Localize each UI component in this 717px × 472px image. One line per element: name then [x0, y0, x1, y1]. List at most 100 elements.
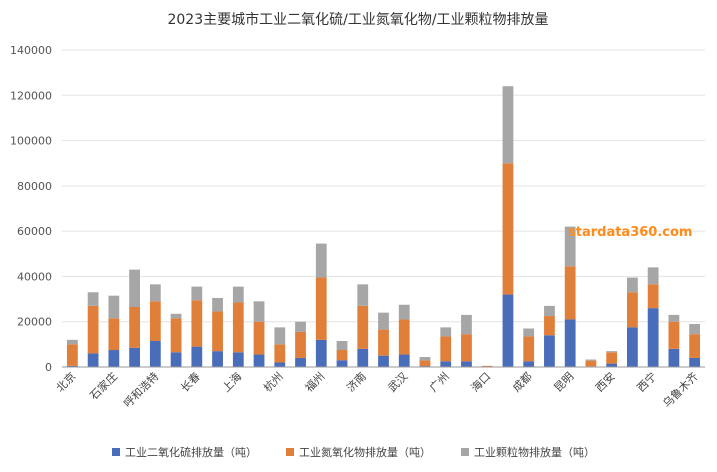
legend-item: 工业颗粒物排放量（吨）	[461, 445, 595, 459]
bar-segment-series-1	[440, 361, 452, 367]
bar-segment-series-3	[66, 339, 78, 345]
legend-item: 工业氮氧化物排放量（吨）	[286, 445, 431, 459]
bar-segment-series-3	[564, 226, 576, 267]
bar-segment-series-3	[440, 327, 452, 337]
bar-segment-series-2	[129, 306, 140, 348]
bar-segment-series-1	[502, 294, 514, 367]
legend-label: 工业二氧化硫排放量（吨）	[125, 445, 257, 459]
legend-swatch	[112, 448, 120, 456]
bar-segment-series-2	[481, 365, 493, 367]
bar-segment-series-3	[315, 243, 327, 278]
bar-segment-series-2	[149, 301, 161, 341]
bar-segment-series-1	[689, 357, 701, 367]
bar-segment-series-3	[606, 351, 618, 353]
bar-segment-series-1	[336, 360, 348, 367]
y-tick-label: 140000	[10, 44, 52, 57]
bar-segment-series-1	[315, 339, 327, 367]
bar-segment-series-3	[129, 269, 140, 307]
bar-segment-series-1	[544, 335, 555, 367]
x-tick-label: 西宁	[634, 369, 659, 394]
bar-segment-series-1	[66, 365, 78, 367]
gridlines	[62, 49, 705, 323]
bar-segment-series-3	[212, 297, 223, 312]
bar-segment-series-3	[647, 267, 659, 285]
x-tick-label: 上海	[219, 369, 244, 394]
bar-segment-series-2	[544, 316, 555, 336]
legend-swatch	[461, 448, 469, 456]
y-tick-label: 80000	[17, 180, 52, 193]
bar-segment-series-3	[461, 314, 472, 335]
bar-segment-series-2	[87, 305, 99, 354]
bars	[66, 86, 701, 367]
bar-segment-series-1	[461, 361, 472, 367]
bar-segment-series-3	[627, 277, 638, 293]
bar-segment-series-1	[87, 353, 99, 367]
bar-segment-series-1	[606, 363, 618, 367]
x-tick-label: 杭州	[260, 369, 285, 394]
bar-segment-series-1	[378, 355, 389, 367]
x-tick-label: 成都	[510, 370, 535, 395]
legend-label: 工业颗粒物排放量（吨）	[474, 445, 595, 459]
bar-segment-series-2	[232, 302, 244, 353]
bar-segment-series-3	[419, 357, 431, 361]
bar-segment-series-1	[108, 350, 120, 367]
bar-segment-series-1	[170, 352, 182, 367]
bar-segment-series-1	[357, 348, 369, 367]
bar-segment-series-1	[523, 361, 535, 367]
bar-segment-series-3	[357, 284, 369, 306]
bar-segment-series-1	[191, 346, 203, 367]
bar-segment-series-2	[357, 305, 369, 349]
bar-segment-series-1	[149, 340, 161, 367]
bar-segment-series-2	[170, 318, 182, 353]
bar-segment-series-3	[336, 340, 348, 351]
x-tick-label: 武汉	[386, 370, 411, 395]
legend-label: 工业氮氧化物排放量（吨）	[299, 445, 431, 459]
bar-segment-series-3	[585, 359, 597, 361]
bar-segment-series-2	[191, 300, 203, 347]
bar-segment-series-3	[108, 295, 120, 319]
bar-segment-series-1	[295, 357, 306, 367]
x-tick-label: 福州	[302, 369, 327, 394]
legend-item: 工业二氧化硫排放量（吨）	[112, 445, 257, 459]
bar-segment-series-2	[212, 311, 223, 352]
bar-segment-series-1	[627, 327, 638, 367]
bar-segment-series-2	[315, 277, 327, 340]
legend-swatch	[286, 448, 294, 456]
bar-segment-series-3	[253, 301, 265, 322]
y-tick-label: 120000	[10, 89, 52, 102]
bar-segment-series-1	[212, 351, 223, 367]
x-axis-tick-labels: 北京 石家庄 呼和浩特 长春 上海 杭州 福州 济南 武汉 广州 海口 成都 昆明 西安 西宁 乌鲁木齐	[53, 369, 701, 410]
bar-segment-series-2	[419, 360, 431, 367]
x-tick-label: 石家庄	[87, 369, 120, 402]
x-tick-label: 昆明	[552, 370, 577, 395]
bar-segment-series-3	[668, 314, 680, 322]
x-tick-label: 西安	[592, 369, 617, 394]
legend: 工业二氧化硫排放量（吨） 工业氮氧化物排放量（吨） 工业颗粒物排放量（吨）	[112, 445, 595, 459]
bar-segment-series-3	[149, 284, 161, 302]
bar-segment-series-2	[378, 329, 389, 356]
bar-segment-series-3	[191, 286, 203, 301]
x-tick-label: 广州	[427, 370, 452, 395]
chart-title: 2023主要城市工业二氧化硫/工业氮氧化物/工业颗粒物排放量	[167, 11, 548, 28]
bar-segment-series-2	[523, 336, 535, 362]
bar-segment-series-1	[647, 308, 659, 367]
bar-segment-series-3	[378, 312, 389, 330]
y-tick-label: 20000	[17, 316, 52, 329]
x-tick-label: 济南	[343, 369, 368, 394]
y-axis-tick-labels: 0 20000 40000 60000 80000 100000 120000 140000	[10, 44, 52, 374]
bar-segment-series-2	[585, 360, 597, 367]
bar-segment-series-2	[647, 284, 659, 309]
bar-segment-series-2	[606, 352, 618, 364]
bar-segment-series-3	[502, 86, 514, 164]
y-tick-label: 100000	[10, 135, 52, 148]
bar-segment-series-3	[170, 313, 182, 319]
bar-segment-series-2	[108, 318, 120, 351]
bar-segment-series-2	[253, 321, 265, 355]
bar-segment-series-2	[689, 334, 701, 358]
x-tick-label: 长春	[178, 370, 203, 395]
bar-segment-series-2	[627, 292, 638, 328]
y-tick-label: 60000	[17, 225, 52, 238]
bar-segment-series-2	[668, 321, 680, 349]
bar-segment-series-1	[253, 354, 265, 367]
